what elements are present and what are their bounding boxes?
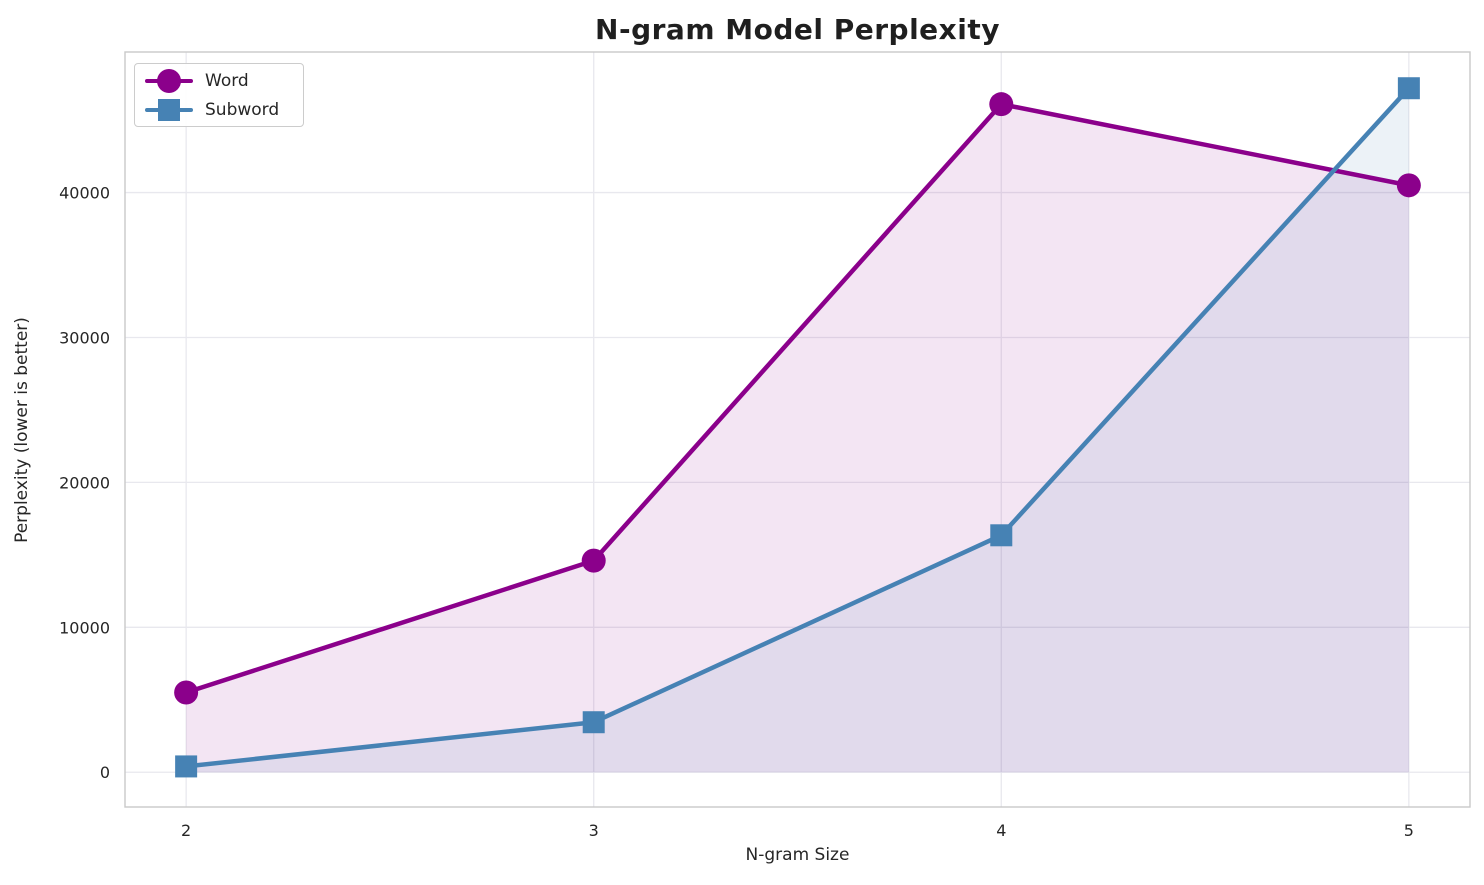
- plot-border: [124, 51, 1471, 808]
- x-tick-label: 2: [181, 821, 191, 840]
- word-data-point: [581, 548, 606, 573]
- y-axis-label: Perplexity (lower is better): [12, 317, 32, 543]
- legend-label-subword: Subword: [205, 99, 280, 120]
- subword-line-marker-icon: [145, 97, 193, 123]
- chart-title: N-gram Model Perplexity: [595, 12, 1000, 46]
- subword-data-point: [990, 524, 1013, 547]
- subword-area-fill: [186, 88, 1409, 773]
- word-line-marker-icon: [145, 68, 193, 94]
- legend-label-word: Word: [205, 70, 249, 91]
- y-tick-label: 10000: [59, 618, 110, 637]
- word-data-point: [989, 92, 1014, 117]
- y-tick-label: 40000: [59, 184, 110, 203]
- subword-data-point: [175, 755, 198, 778]
- x-tick-label: 4: [996, 821, 1006, 840]
- legend-entry-subword: Subword: [135, 95, 303, 124]
- y-tick-label: 20000: [59, 473, 110, 492]
- legend-entry-word: Word: [135, 66, 303, 95]
- word-area-fill: [186, 104, 1409, 773]
- x-tick-label: 3: [589, 821, 599, 840]
- word-line: [185, 101, 1410, 695]
- x-axis-label: N-gram Size: [745, 845, 850, 865]
- word-data-point: [174, 680, 199, 705]
- word-data-point: [1396, 173, 1421, 198]
- y-tick-label: 0: [100, 763, 110, 782]
- x-tick-label: 5: [1404, 821, 1414, 840]
- legend: Word Subword: [134, 63, 304, 127]
- subword-data-point: [1397, 77, 1420, 100]
- y-tick-label: 30000: [59, 328, 110, 347]
- subword-data-point: [582, 711, 605, 734]
- subword-line: [185, 86, 1411, 769]
